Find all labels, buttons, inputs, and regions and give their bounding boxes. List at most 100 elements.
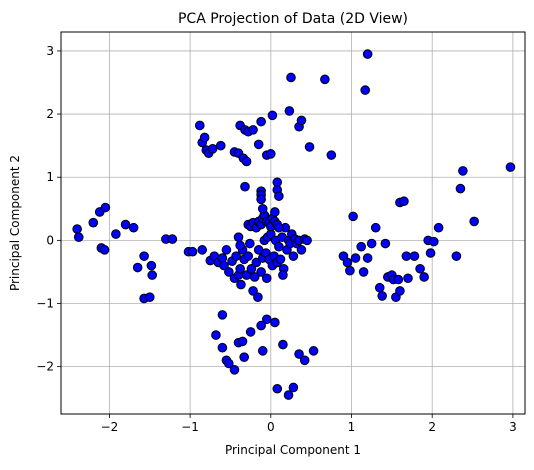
- scatter-point: [308, 346, 319, 356]
- y-tick-label: 2: [46, 107, 54, 121]
- scatter-point: [187, 246, 198, 257]
- scatter-point: [274, 241, 284, 252]
- scatter-point: [278, 270, 288, 280]
- scatter-point: [469, 216, 479, 227]
- scatter-point: [248, 286, 258, 296]
- scatter-point: [374, 282, 385, 293]
- scatter-points: [72, 49, 516, 400]
- scatter-point: [144, 292, 155, 302]
- scatter-point: [111, 229, 121, 239]
- scatter-point: [302, 235, 312, 246]
- scatter-point: [284, 106, 295, 116]
- scatter-point: [248, 125, 258, 135]
- scatter-point: [360, 85, 371, 95]
- scatter-point: [224, 267, 234, 277]
- scatter-point: [217, 310, 228, 320]
- scatter-point: [451, 251, 462, 261]
- scatter-point: [401, 251, 412, 261]
- scatter-point: [283, 390, 294, 400]
- scatter-point: [219, 260, 229, 271]
- scatter-point: [274, 191, 284, 201]
- y-tick-label: 3: [46, 44, 54, 58]
- x-tick-label: 0: [267, 420, 275, 434]
- scatter-point: [415, 263, 425, 274]
- y-tick-label: 1: [46, 170, 54, 184]
- scatter-point: [320, 74, 330, 85]
- scatter-point: [147, 270, 157, 280]
- scatter-point: [286, 72, 296, 83]
- scatter-point: [240, 181, 250, 192]
- scatter-point: [266, 149, 276, 159]
- scatter-point: [72, 224, 82, 234]
- scatter-point: [505, 162, 516, 172]
- x-tick-label: 1: [348, 420, 356, 434]
- scatter-point: [211, 330, 221, 340]
- scatter-point: [425, 248, 436, 258]
- scatter-point: [243, 251, 254, 261]
- scatter-point: [139, 251, 149, 261]
- scatter-point: [366, 238, 377, 249]
- scatter-point: [235, 240, 245, 251]
- axis-ticks: −2 −1 0 1 2 3 −2 −1 0 1 2 3: [36, 44, 516, 434]
- scatter-point: [257, 203, 268, 214]
- scatter-point: [233, 232, 244, 243]
- scatter-point: [241, 156, 252, 167]
- scatter-point: [199, 132, 210, 143]
- scatter-point: [253, 292, 263, 302]
- scatter-point: [167, 234, 178, 244]
- scatter-point: [245, 327, 256, 337]
- scatter-point: [231, 251, 241, 261]
- scatter-point: [419, 272, 429, 282]
- y-axis-label: Principal Component 2: [8, 155, 22, 291]
- scatter-point: [224, 358, 234, 369]
- scatter-point: [403, 273, 413, 284]
- y-tick-label: 0: [46, 233, 54, 247]
- x-tick-label: 3: [509, 420, 517, 434]
- scatter-point: [294, 349, 304, 359]
- scatter-point: [256, 320, 266, 331]
- scatter-point: [326, 150, 337, 160]
- scatter-point: [274, 222, 284, 233]
- scatter-point: [221, 245, 232, 255]
- scatter-point: [128, 222, 139, 233]
- x-tick-label: −1: [181, 420, 199, 434]
- scatter-point: [217, 342, 228, 353]
- plot-frame: [60, 31, 526, 415]
- scatter-point: [288, 382, 299, 393]
- scatter-point: [433, 222, 444, 233]
- scatter-point: [342, 257, 353, 268]
- scatter-point: [395, 286, 405, 296]
- scatter-point: [194, 120, 205, 131]
- y-tick-label: −2: [36, 360, 54, 374]
- scatter-point: [237, 336, 248, 347]
- scatter-point: [120, 219, 131, 230]
- scatter-point: [409, 251, 420, 261]
- scatter-point: [235, 263, 245, 274]
- scatter-point: [358, 267, 369, 277]
- scatter-point: [345, 265, 355, 276]
- scatter-point: [239, 352, 249, 362]
- scatter-point: [278, 339, 288, 350]
- scatter-point: [270, 207, 280, 217]
- scatter-point: [393, 274, 404, 285]
- scatter-point: [249, 272, 260, 282]
- scatter-point: [253, 139, 264, 150]
- scatter-point: [458, 166, 468, 176]
- scatter-point: [215, 140, 226, 151]
- scatter-point: [132, 262, 143, 273]
- scatter-point: [348, 211, 358, 222]
- scatter-point: [399, 196, 409, 207]
- scatter-point: [257, 346, 268, 356]
- scatter-point: [455, 183, 466, 194]
- scatter-point: [207, 144, 218, 154]
- scatter-point: [362, 253, 373, 263]
- scatter-point: [99, 245, 110, 255]
- scatter-point: [299, 355, 310, 366]
- scatter-point: [256, 116, 266, 127]
- scatter-point: [370, 222, 381, 233]
- chart-title: PCA Projection of Data (2D View): [178, 11, 408, 27]
- scatter-point: [100, 202, 111, 213]
- scatter-point: [275, 254, 286, 265]
- scatter-point: [236, 279, 246, 290]
